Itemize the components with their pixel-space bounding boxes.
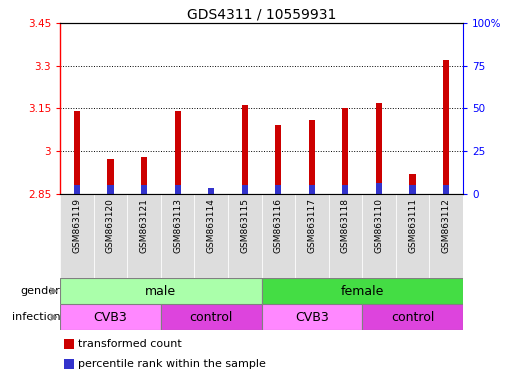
Bar [127,194,161,278]
Bar [343,185,348,194]
Bar [195,194,228,278]
Text: control: control [391,311,434,324]
Bar [262,304,362,330]
Title: GDS4311 / 10559931: GDS4311 / 10559931 [187,8,336,22]
Text: percentile rank within the sample: percentile rank within the sample [78,359,266,369]
Text: GSM863120: GSM863120 [106,198,115,253]
Bar [275,185,281,194]
Bar [208,192,214,194]
Bar [443,60,449,194]
Text: GSM863113: GSM863113 [173,198,182,253]
Text: transformed count: transformed count [78,339,182,349]
Text: GSM863119: GSM863119 [72,198,82,253]
Bar [410,174,416,194]
Bar [410,185,416,194]
Bar [328,194,362,278]
Text: GSM863114: GSM863114 [207,198,215,253]
Text: GSM863115: GSM863115 [240,198,249,253]
Bar [396,194,429,278]
Bar [295,194,328,278]
Bar [262,278,463,304]
Bar [94,194,127,278]
Bar [161,304,262,330]
Bar [343,108,348,194]
Bar [362,194,396,278]
Bar [208,189,214,194]
Text: gender: gender [20,286,60,296]
Bar [64,359,74,369]
Bar [64,339,74,349]
Bar [74,111,80,194]
Text: GSM863110: GSM863110 [374,198,383,253]
Text: control: control [189,311,233,324]
Bar [161,194,195,278]
Bar [376,183,382,194]
Bar [443,185,449,194]
Bar [60,304,161,330]
Bar [309,120,315,194]
Bar [141,185,147,194]
Bar [228,194,262,278]
Text: GSM863116: GSM863116 [274,198,283,253]
Bar [362,304,463,330]
Text: GSM863118: GSM863118 [341,198,350,253]
Text: infection: infection [12,312,60,322]
Bar [74,185,80,194]
Text: GSM863111: GSM863111 [408,198,417,253]
Bar [376,103,382,194]
Bar [60,194,94,278]
Text: GSM863121: GSM863121 [140,198,149,253]
Bar [262,194,295,278]
Bar [107,185,113,194]
Bar [175,185,180,194]
Bar [309,185,315,194]
Bar [60,278,262,304]
Bar [429,194,463,278]
Text: female: female [340,285,384,298]
Bar [141,157,147,194]
Text: GSM863117: GSM863117 [308,198,316,253]
Bar [175,111,180,194]
Bar [242,185,248,194]
Text: CVB3: CVB3 [295,311,329,324]
Text: GSM863112: GSM863112 [441,198,451,253]
Bar [275,125,281,194]
Bar [242,106,248,194]
Bar [107,159,113,194]
Text: CVB3: CVB3 [94,311,128,324]
Text: male: male [145,285,176,298]
